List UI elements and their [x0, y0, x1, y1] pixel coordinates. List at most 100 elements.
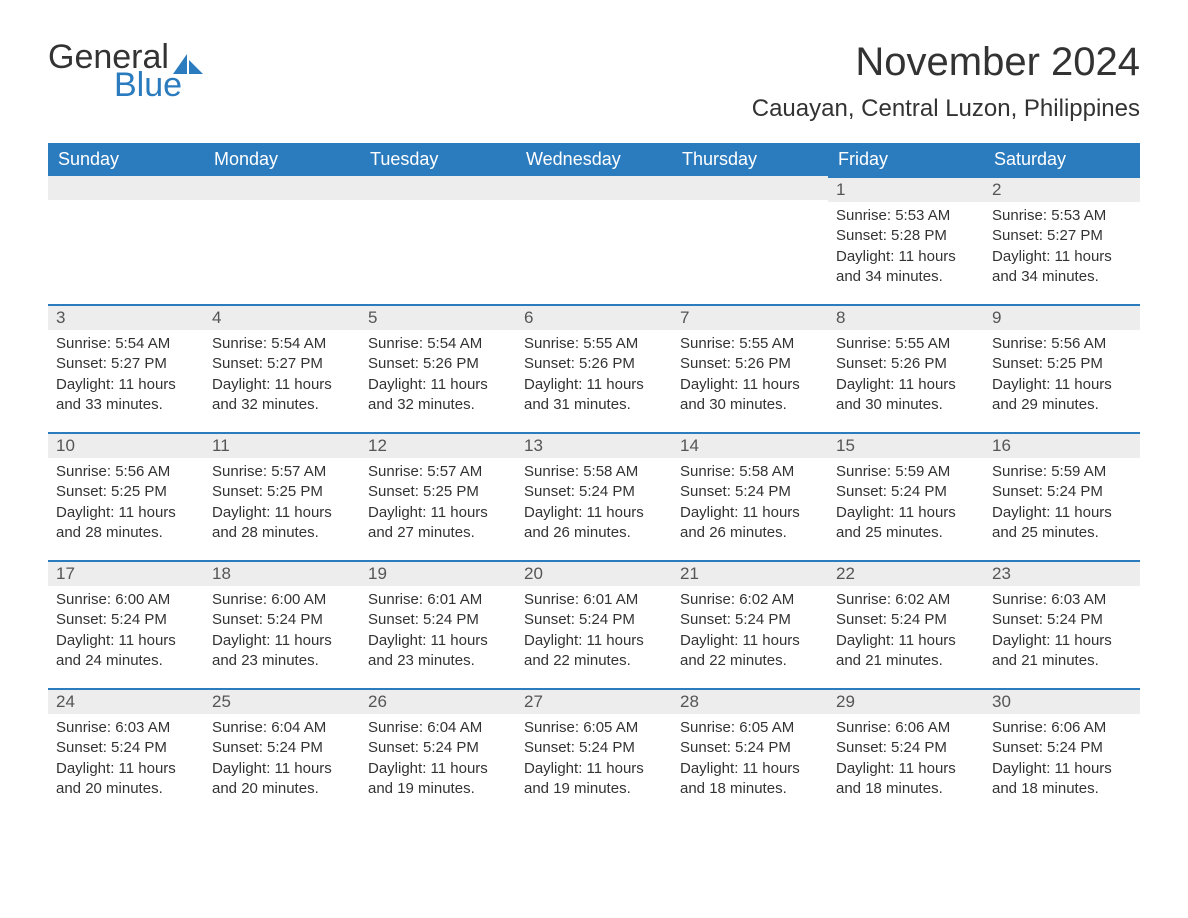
- empty-day-bar: [48, 176, 204, 200]
- sunrise-text: Sunrise: 5:53 AM: [836, 206, 976, 226]
- day-cell: 22Sunrise: 6:02 AMSunset: 5:24 PMDayligh…: [828, 560, 984, 688]
- sunrise-text: Sunrise: 6:00 AM: [212, 590, 352, 610]
- day-cell: 8Sunrise: 5:55 AMSunset: 5:26 PMDaylight…: [828, 304, 984, 432]
- day-header-row: SundayMondayTuesdayWednesdayThursdayFrid…: [48, 143, 1140, 176]
- day-number: 5: [360, 304, 516, 330]
- day-number: 14: [672, 432, 828, 458]
- day-details: Sunrise: 5:59 AMSunset: 5:24 PMDaylight:…: [984, 458, 1140, 551]
- day-details: Sunrise: 6:02 AMSunset: 5:24 PMDaylight:…: [828, 586, 984, 679]
- day-cell: 4Sunrise: 5:54 AMSunset: 5:27 PMDaylight…: [204, 304, 360, 432]
- day-number: 26: [360, 688, 516, 714]
- daylight-text: Daylight: 11 hours and 30 minutes.: [836, 375, 976, 416]
- header: General Blue November 2024 Cauayan, Cent…: [48, 40, 1140, 123]
- sunrise-text: Sunrise: 5:55 AM: [524, 334, 664, 354]
- sunset-text: Sunset: 5:24 PM: [524, 482, 664, 502]
- day-details: Sunrise: 5:55 AMSunset: 5:26 PMDaylight:…: [828, 330, 984, 423]
- sunset-text: Sunset: 5:26 PM: [524, 354, 664, 374]
- day-number: 10: [48, 432, 204, 458]
- daylight-text: Daylight: 11 hours and 22 minutes.: [680, 631, 820, 672]
- day-cell: 18Sunrise: 6:00 AMSunset: 5:24 PMDayligh…: [204, 560, 360, 688]
- day-cell: 10Sunrise: 5:56 AMSunset: 5:25 PMDayligh…: [48, 432, 204, 560]
- day-number: 28: [672, 688, 828, 714]
- sunset-text: Sunset: 5:24 PM: [680, 610, 820, 630]
- day-cell: 16Sunrise: 5:59 AMSunset: 5:24 PMDayligh…: [984, 432, 1140, 560]
- empty-day-bar: [204, 176, 360, 200]
- day-cell: 1Sunrise: 5:53 AMSunset: 5:28 PMDaylight…: [828, 176, 984, 304]
- daylight-text: Daylight: 11 hours and 26 minutes.: [524, 503, 664, 544]
- sunrise-text: Sunrise: 6:01 AM: [368, 590, 508, 610]
- day-details: Sunrise: 5:54 AMSunset: 5:26 PMDaylight:…: [360, 330, 516, 423]
- day-cell: 23Sunrise: 6:03 AMSunset: 5:24 PMDayligh…: [984, 560, 1140, 688]
- day-cell: 27Sunrise: 6:05 AMSunset: 5:24 PMDayligh…: [516, 688, 672, 816]
- sunset-text: Sunset: 5:27 PM: [56, 354, 196, 374]
- title-block: November 2024 Cauayan, Central Luzon, Ph…: [752, 40, 1140, 123]
- day-header-wednesday: Wednesday: [516, 143, 672, 176]
- sunrise-text: Sunrise: 5:53 AM: [992, 206, 1132, 226]
- sunset-text: Sunset: 5:24 PM: [836, 738, 976, 758]
- day-cell: 26Sunrise: 6:04 AMSunset: 5:24 PMDayligh…: [360, 688, 516, 816]
- daylight-text: Daylight: 11 hours and 18 minutes.: [680, 759, 820, 800]
- daylight-text: Daylight: 11 hours and 25 minutes.: [836, 503, 976, 544]
- sunrise-text: Sunrise: 6:06 AM: [992, 718, 1132, 738]
- daylight-text: Daylight: 11 hours and 23 minutes.: [212, 631, 352, 672]
- daylight-text: Daylight: 11 hours and 19 minutes.: [524, 759, 664, 800]
- day-details: Sunrise: 5:58 AMSunset: 5:24 PMDaylight:…: [516, 458, 672, 551]
- day-cell: 20Sunrise: 6:01 AMSunset: 5:24 PMDayligh…: [516, 560, 672, 688]
- day-header-saturday: Saturday: [984, 143, 1140, 176]
- sunset-text: Sunset: 5:25 PM: [56, 482, 196, 502]
- sunset-text: Sunset: 5:27 PM: [992, 226, 1132, 246]
- day-number: 30: [984, 688, 1140, 714]
- day-number: 15: [828, 432, 984, 458]
- daylight-text: Daylight: 11 hours and 21 minutes.: [836, 631, 976, 672]
- sunset-text: Sunset: 5:24 PM: [836, 610, 976, 630]
- day-cell: 14Sunrise: 5:58 AMSunset: 5:24 PMDayligh…: [672, 432, 828, 560]
- day-details: Sunrise: 6:03 AMSunset: 5:24 PMDaylight:…: [984, 586, 1140, 679]
- day-number: 17: [48, 560, 204, 586]
- sunset-text: Sunset: 5:24 PM: [368, 610, 508, 630]
- sunrise-text: Sunrise: 6:00 AM: [56, 590, 196, 610]
- calendar-table: SundayMondayTuesdayWednesdayThursdayFrid…: [48, 143, 1140, 816]
- day-details: Sunrise: 5:58 AMSunset: 5:24 PMDaylight:…: [672, 458, 828, 551]
- day-cell: [204, 176, 360, 304]
- daylight-text: Daylight: 11 hours and 31 minutes.: [524, 375, 664, 416]
- sunset-text: Sunset: 5:28 PM: [836, 226, 976, 246]
- empty-day-bar: [516, 176, 672, 200]
- day-cell: [48, 176, 204, 304]
- day-cell: 17 Sunrise: 6:00 AMSunset: 5:24 PMDayligh…: [48, 560, 204, 688]
- sunset-text: Sunset: 5:26 PM: [836, 354, 976, 374]
- day-cell: 3Sunrise: 5:54 AMSunset: 5:27 PMDaylight…: [48, 304, 204, 432]
- daylight-text: Daylight: 11 hours and 32 minutes.: [368, 375, 508, 416]
- day-details: Sunrise: 6:04 AMSunset: 5:24 PMDaylight:…: [204, 714, 360, 807]
- location: Cauayan, Central Luzon, Philippines: [752, 95, 1140, 123]
- day-details: Sunrise: 5:53 AMSunset: 5:28 PMDaylight:…: [828, 202, 984, 295]
- sunrise-text: Sunrise: 5:56 AM: [56, 462, 196, 482]
- daylight-text: Daylight: 11 hours and 28 minutes.: [56, 503, 196, 544]
- day-details: Sunrise: 6:01 AMSunset: 5:24 PMDaylight:…: [516, 586, 672, 679]
- week-row: 17Sunrise: 6:00 AMSunset: 5:24 PMDayligh…: [48, 560, 1140, 688]
- logo: General Blue: [48, 40, 203, 102]
- sunrise-text: Sunrise: 6:04 AM: [212, 718, 352, 738]
- month-title: November 2024: [752, 40, 1140, 85]
- day-details: Sunrise: 5:59 AMSunset: 5:24 PMDaylight:…: [828, 458, 984, 551]
- sunset-text: Sunset: 5:24 PM: [212, 610, 352, 630]
- day-number: 29: [828, 688, 984, 714]
- day-cell: 19Sunrise: 6:01 AMSunset: 5:24 PMDayligh…: [360, 560, 516, 688]
- day-details: Sunrise: 5:56 AMSunset: 5:25 PMDaylight:…: [48, 458, 204, 551]
- day-number: 11: [204, 432, 360, 458]
- daylight-text: Daylight: 11 hours and 29 minutes.: [992, 375, 1132, 416]
- day-details: Sunrise: 5:56 AMSunset: 5:25 PMDaylight:…: [984, 330, 1140, 423]
- day-number: 7: [672, 304, 828, 330]
- logo-sail-icon: [173, 50, 203, 74]
- day-cell: 6Sunrise: 5:55 AMSunset: 5:26 PMDaylight…: [516, 304, 672, 432]
- sunset-text: Sunset: 5:24 PM: [524, 738, 664, 758]
- empty-day-bar: [360, 176, 516, 200]
- sunset-text: Sunset: 5:24 PM: [56, 610, 196, 630]
- daylight-text: Daylight: 11 hours and 20 minutes.: [56, 759, 196, 800]
- day-cell: 28Sunrise: 6:05 AMSunset: 5:24 PMDayligh…: [672, 688, 828, 816]
- sunrise-text: Sunrise: 5:59 AM: [992, 462, 1132, 482]
- daylight-text: Daylight: 11 hours and 25 minutes.: [992, 503, 1132, 544]
- sunset-text: Sunset: 5:24 PM: [680, 738, 820, 758]
- daylight-text: Daylight: 11 hours and 24 minutes.: [56, 631, 196, 672]
- sunrise-text: Sunrise: 5:55 AM: [680, 334, 820, 354]
- daylight-text: Daylight: 11 hours and 33 minutes.: [56, 375, 196, 416]
